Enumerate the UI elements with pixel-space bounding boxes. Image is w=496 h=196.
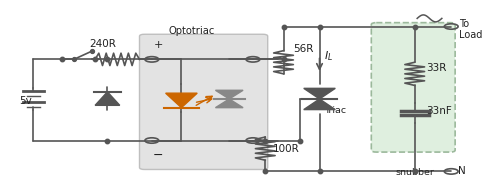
Polygon shape <box>304 88 335 99</box>
FancyBboxPatch shape <box>372 23 455 152</box>
Text: snubber: snubber <box>395 168 434 177</box>
Text: To
Load: To Load <box>459 19 483 40</box>
Text: $I_L$: $I_L$ <box>324 50 334 63</box>
Polygon shape <box>215 90 243 99</box>
Text: 33R: 33R <box>427 63 447 73</box>
Text: Optotriac: Optotriac <box>168 26 214 36</box>
Polygon shape <box>95 92 120 105</box>
Text: −: − <box>153 149 164 162</box>
Polygon shape <box>215 99 243 108</box>
Text: N: N <box>458 166 465 176</box>
FancyBboxPatch shape <box>139 34 268 170</box>
Text: 100R: 100R <box>273 144 300 154</box>
Text: 33nF: 33nF <box>427 106 452 116</box>
Text: +: + <box>154 40 163 50</box>
Polygon shape <box>166 93 197 108</box>
Polygon shape <box>304 99 335 110</box>
Text: 240R: 240R <box>89 39 116 49</box>
Text: 56R: 56R <box>293 44 314 54</box>
Text: Triac: Triac <box>324 106 347 115</box>
Text: 5v: 5v <box>19 96 31 106</box>
